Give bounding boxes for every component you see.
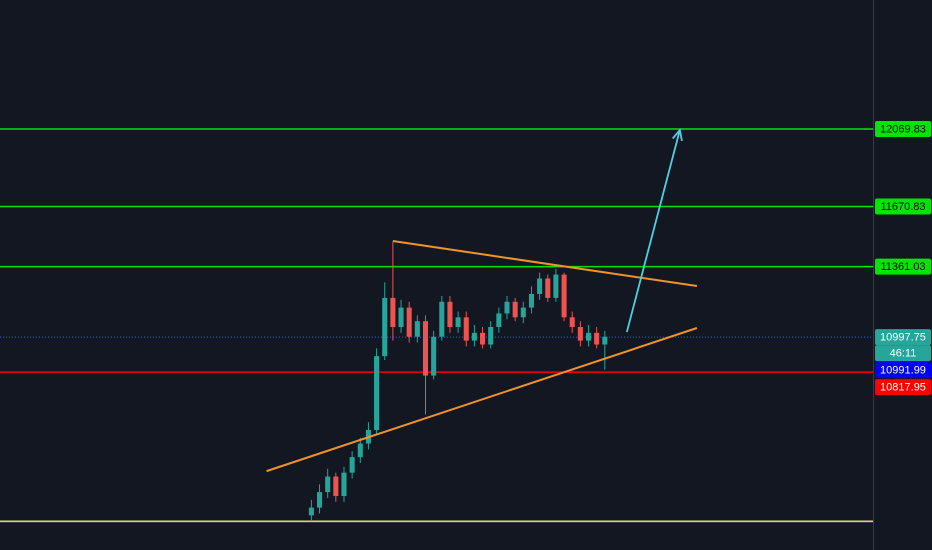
- candle-body: [317, 492, 323, 508]
- level-label-box: [875, 379, 931, 396]
- level-label-box: [875, 198, 931, 215]
- candle-body: [357, 443, 363, 458]
- candle-body: [374, 356, 380, 430]
- candle-body: [537, 278, 543, 295]
- level-label: 11670.83: [880, 201, 925, 213]
- drawings-layer: [266, 128, 698, 473]
- candle-body: [577, 327, 583, 341]
- level-label: 12069.83: [880, 123, 926, 135]
- candle-body: [488, 327, 494, 345]
- candle-body: [422, 321, 429, 376]
- candle-body: [585, 332, 592, 341]
- candle-body: [382, 297, 388, 357]
- trendline: [392, 240, 698, 288]
- candle-body: [512, 301, 518, 318]
- level-label: 11361.03: [880, 261, 925, 273]
- candle-body: [602, 336, 608, 345]
- countdown-label: 46:11: [890, 348, 917, 360]
- arrow-line: [625, 129, 681, 333]
- level-label-box: [875, 120, 931, 137]
- marker-label-box: [875, 362, 931, 379]
- candle-body: [414, 321, 420, 337]
- price-label: 10997.75: [880, 332, 926, 344]
- candle-body: [406, 307, 412, 337]
- candle-body: [349, 457, 355, 473]
- candle-body: [520, 307, 526, 318]
- level-label-box: [875, 258, 931, 275]
- candle-body: [390, 297, 396, 328]
- candle-body: [439, 301, 445, 337]
- candle-body: [504, 301, 510, 314]
- candle-body: [463, 317, 469, 341]
- candle-body: [333, 476, 339, 496]
- candle-body: [308, 507, 314, 516]
- candle-body: [471, 332, 477, 341]
- level-label: 10817.95: [880, 382, 926, 394]
- labels-layer: 12069.83 11670.83 11361.03 10997.75 46:11 109…: [875, 120, 931, 396]
- candle-body: [398, 307, 404, 328]
- trendline: [266, 327, 698, 473]
- candle-body: [447, 301, 453, 328]
- countdown-label-box: [875, 345, 931, 362]
- price-label-box: [875, 329, 931, 346]
- candle-body: [553, 274, 559, 298]
- marker-label: 10991.99: [880, 365, 926, 377]
- arrow-head: [671, 128, 683, 142]
- candle-body: [341, 472, 347, 496]
- candle-body: [431, 336, 437, 376]
- candle-body: [325, 476, 331, 493]
- candle-body: [561, 274, 567, 318]
- candle-body: [480, 332, 486, 345]
- candle-body: [496, 313, 502, 328]
- candle-body: [594, 332, 600, 345]
- candle-body: [455, 317, 461, 328]
- candle-body: [545, 278, 551, 298]
- candle-body: [569, 317, 575, 328]
- levels-layer: [0, 128, 873, 522]
- candle-body: [528, 294, 534, 308]
